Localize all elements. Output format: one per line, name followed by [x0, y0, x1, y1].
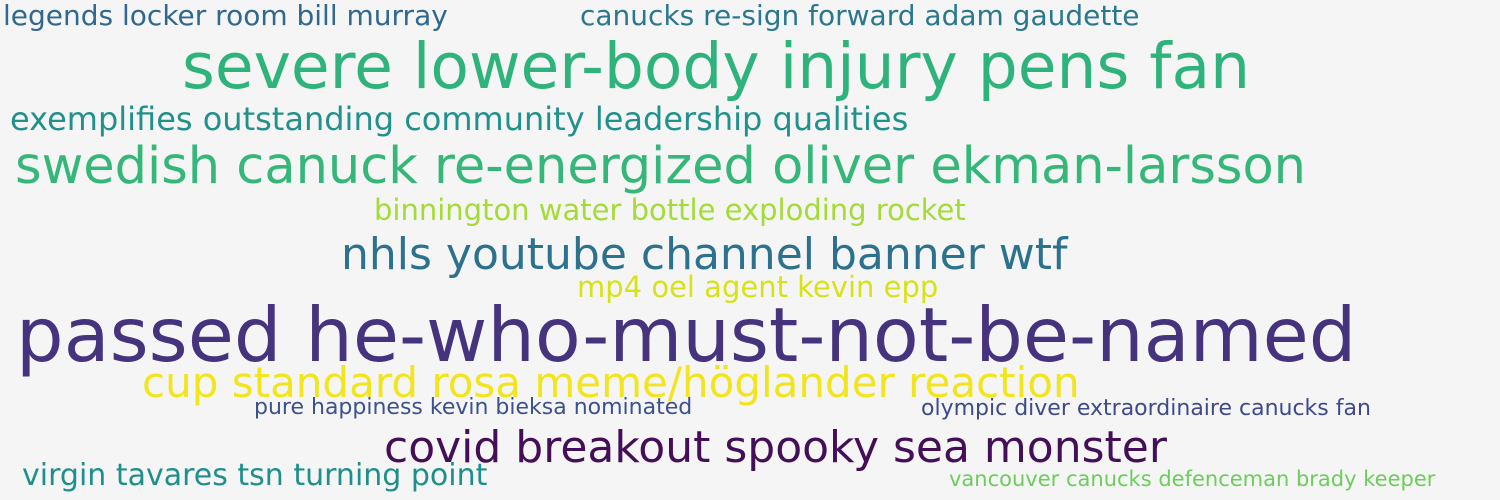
word-legends-locker-room-bill-murray: legends locker room bill murray — [3, 0, 448, 32]
word-virgin-tavares-tsn-turning-point: virgin tavares tsn turning point — [22, 458, 488, 493]
word-exemplifies-outstanding-community-leadership-qualities: exemplifies outstanding community leader… — [10, 100, 909, 138]
word-passed-he-who-must-not-be-named: passed he-who-must-not-be-named — [16, 291, 1357, 379]
word-nhls-youtube-channel-banner-wtf: nhls youtube channel banner wtf — [341, 229, 1068, 280]
word-cup-standard-rosa-meme-hoglander-reaction: cup standard rosa meme/höglander reactio… — [142, 358, 1080, 407]
word-canucks-re-sign-forward-adam-gaudette: canucks re-sign forward adam gaudette — [580, 0, 1140, 32]
word-olympic-diver-extraordinaire-canucks-fan: olympic diver extraordinaire canucks fan — [921, 396, 1371, 421]
word-vancouver-canucks-defenceman-brady-keeper: vancouver canucks defenceman brady keepe… — [949, 467, 1436, 491]
word-swedish-canuck-re-energized-oliver-ekman-larsson: swedish canuck re-energized oliver ekman… — [15, 137, 1306, 196]
word-mp4-oel-agent-kevin-epp: mp4 oel agent kevin epp — [577, 270, 939, 304]
word-covid-breakout-spooky-sea-monster: covid breakout spooky sea monster — [384, 422, 1167, 473]
word-severe-lower-body-injury-pens-fan: severe lower-body injury pens fan — [182, 30, 1251, 103]
word-binnington-water-bottle-exploding-rocket: binnington water bottle exploding rocket — [374, 193, 966, 227]
word-pure-happiness-kevin-bieksa-nominated: pure happiness kevin bieksa nominated — [254, 395, 693, 420]
